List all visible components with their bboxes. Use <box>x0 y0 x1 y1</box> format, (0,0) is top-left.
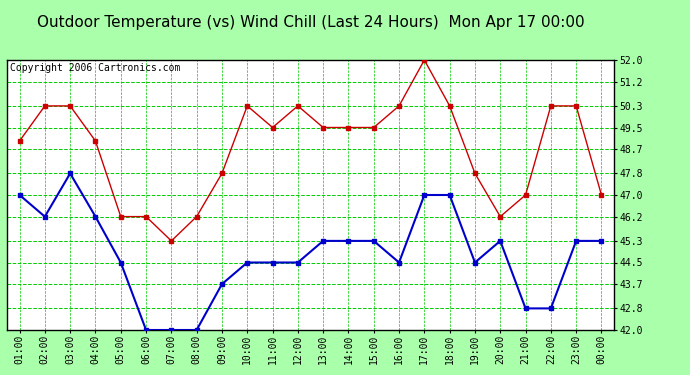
Text: Outdoor Temperature (vs) Wind Chill (Last 24 Hours)  Mon Apr 17 00:00: Outdoor Temperature (vs) Wind Chill (Las… <box>37 15 584 30</box>
Text: Copyright 2006 Cartronics.com: Copyright 2006 Cartronics.com <box>10 63 180 73</box>
